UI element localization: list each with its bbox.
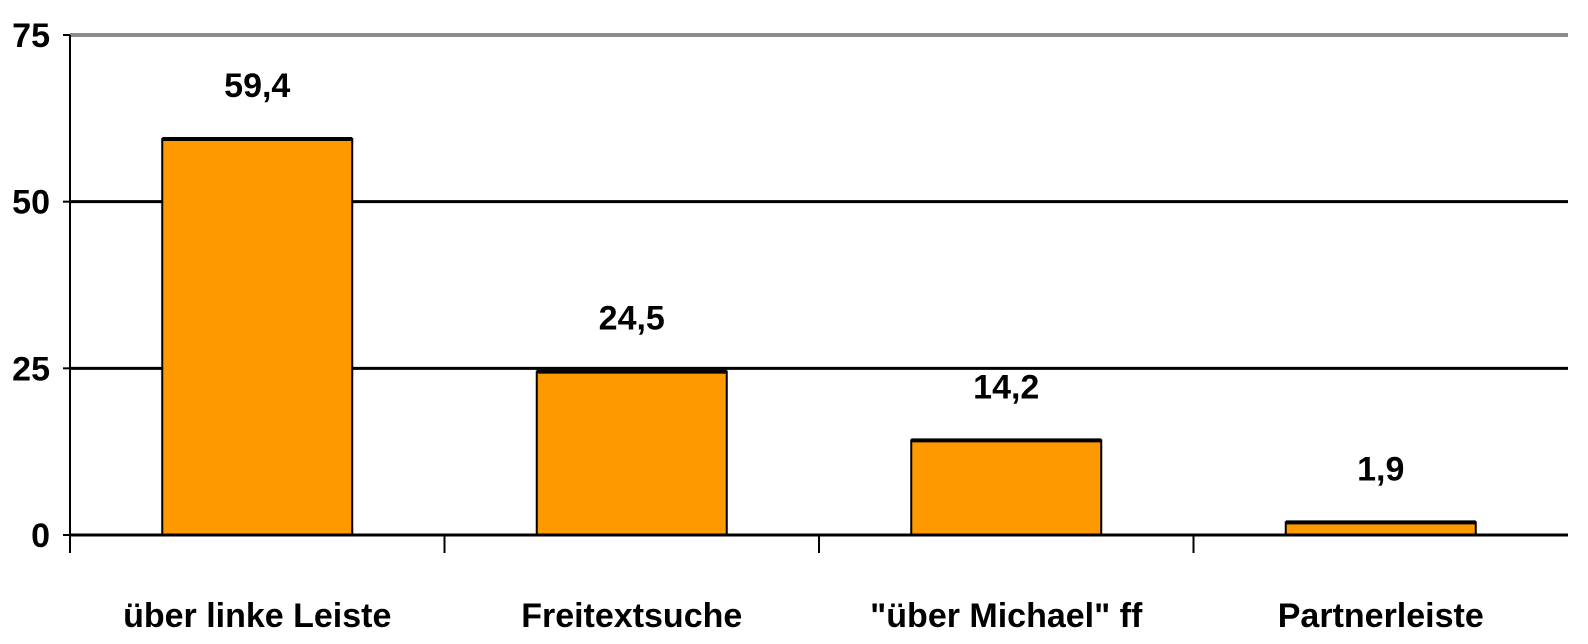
category-label: Partnerleiste [1278,597,1484,635]
labels: 0 25 50 75 59,4 über linke Leiste 24,5 Freitext… [12,17,1484,635]
y-tick-label: 25 [12,350,50,388]
data-label: 24,5 [599,300,665,338]
data-label: 14,2 [973,368,1039,406]
category-label: Freitextsuche [521,597,742,635]
bar [161,138,354,536]
data-label: 59,4 [224,67,290,105]
category-label: "über Michael" ff [870,597,1143,635]
category-label: über linke Leiste [123,597,391,635]
y-tick-label: 75 [12,17,50,55]
bar [910,439,1103,537]
data-label: 1,9 [1357,450,1404,488]
axes [63,34,1568,553]
bars [161,137,1477,537]
y-tick-label: 50 [12,184,50,222]
bar [535,370,728,536]
y-tick-label: 0 [31,517,50,555]
